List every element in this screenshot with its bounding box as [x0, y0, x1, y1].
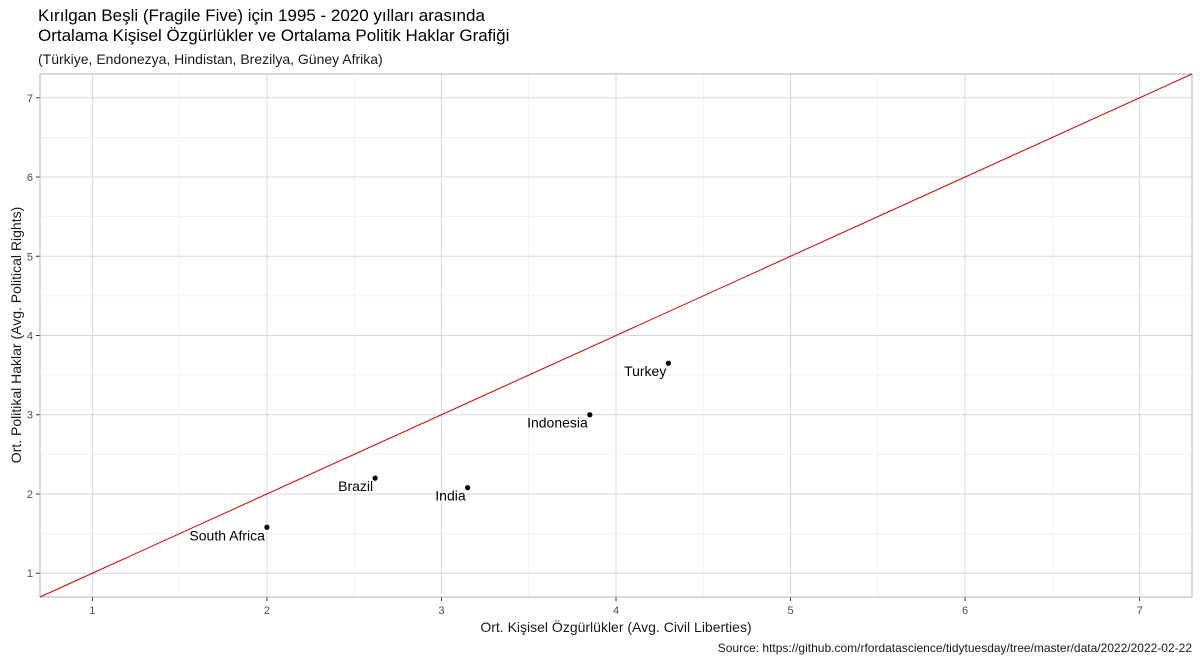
data-point: [372, 475, 378, 481]
data-point: [665, 360, 671, 366]
x-tick-label: 7: [1137, 605, 1143, 617]
y-tick-label: 7: [27, 93, 33, 105]
panel-border: [39, 73, 1193, 598]
y-tick-label: 1: [27, 568, 33, 580]
y-axis-label: Ort. Politikal Haklar (Avg. Political Ri…: [8, 206, 24, 464]
y-tick-label: 3: [27, 410, 33, 422]
y-tick-label: 5: [27, 251, 33, 263]
x-tick-label: 2: [264, 605, 270, 617]
chart-subtitle: (Türkiye, Endonezya, Hindistan, Brezilya…: [38, 51, 383, 67]
x-axis-label: Ort. Kişisel Özgürlükler (Avg. Civil Lib…: [480, 619, 752, 635]
y-tick-label: 4: [27, 331, 33, 343]
x-tick-label: 4: [613, 605, 619, 617]
point-label: Turkey: [624, 363, 666, 379]
data-point: [587, 412, 593, 418]
point-label: India: [435, 488, 466, 504]
chart-title: Kırılgan Beşli (Fragile Five) için 1995 …: [38, 6, 510, 45]
reference-line: [39, 73, 1193, 598]
x-tick-label: 6: [962, 605, 968, 617]
point-label: Indonesia: [527, 415, 588, 431]
source-caption: Source: https://github.com/rfordatascien…: [717, 641, 1192, 655]
x-tick-label: 1: [89, 605, 95, 617]
data-point: [264, 524, 270, 530]
x-tick-label: 3: [438, 605, 444, 617]
y-tick-label: 6: [27, 172, 33, 184]
y-tick-label: 2: [27, 489, 33, 501]
x-tick-label: 5: [787, 605, 793, 617]
point-label: South Africa: [189, 527, 265, 543]
point-label: Brazil: [338, 478, 373, 494]
data-point: [465, 485, 471, 491]
